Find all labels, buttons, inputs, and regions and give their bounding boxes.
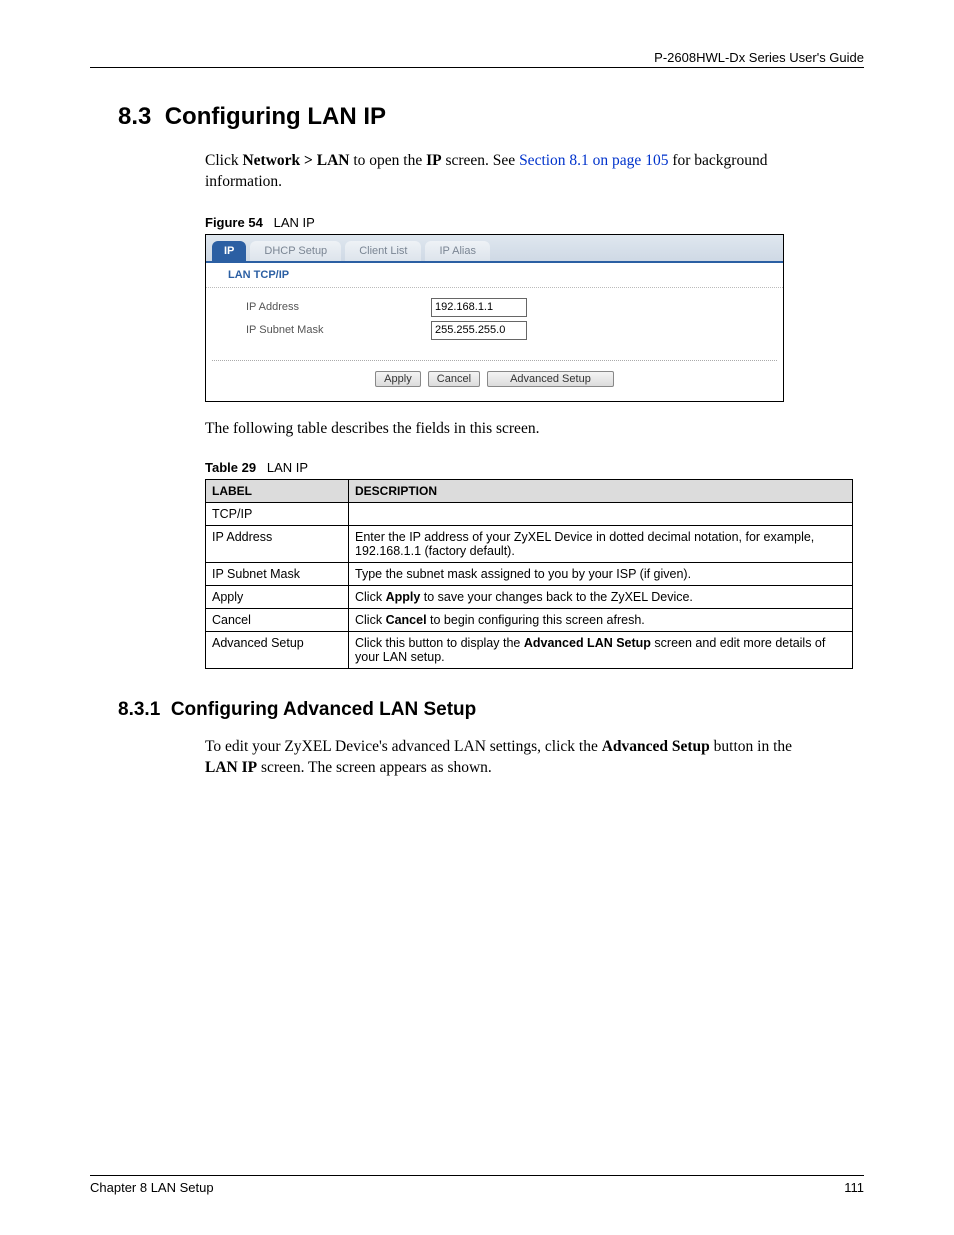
tab-panel: LAN TCP/IP IP Address IP Subnet Mask App… [206, 261, 783, 401]
crossref-link[interactable]: Section 8.1 on page 105 [519, 152, 668, 169]
subsection-number: 8.3.1 [118, 699, 160, 720]
figure-caption-text: LAN IP [274, 215, 315, 230]
table-row: Cancel Click Cancel to begin configuring… [206, 608, 853, 631]
section-number: 8.3 [118, 103, 151, 130]
figure-number: Figure 54 [205, 215, 263, 230]
figure-caption: Figure 54 LAN IP [205, 215, 864, 230]
table-row: TCP/IP [206, 502, 853, 525]
footer-page-number: 111 [844, 1180, 864, 1195]
tab-dhcp-setup[interactable]: DHCP Setup [250, 241, 341, 261]
section-title: Configuring LAN IP [165, 103, 386, 130]
table-row: Advanced Setup Click this button to disp… [206, 631, 853, 668]
tab-ip-alias[interactable]: IP Alias [425, 241, 490, 261]
form-row-subnet: IP Subnet Mask [246, 321, 767, 340]
section-heading: 8.3 Configuring LAN IP [118, 103, 864, 131]
apply-button[interactable]: Apply [375, 371, 421, 387]
table-caption: Table 29 LAN IP [205, 460, 864, 475]
body-text: button in the [710, 738, 792, 755]
lan-ip-screenshot: IP DHCP Setup Client List IP Alias LAN T… [205, 234, 784, 402]
table-cell-label: Advanced Setup [206, 631, 349, 668]
form-row-ip-address: IP Address [246, 298, 767, 317]
intro-text: screen. See [442, 152, 519, 169]
table-row: IP Subnet Mask Type the subnet mask assi… [206, 562, 853, 585]
table-cell-desc: Click Apply to save your changes back to… [349, 585, 853, 608]
table-cell-label: IP Subnet Mask [206, 562, 349, 585]
button-bar: Apply Cancel Advanced Setup [212, 360, 777, 401]
body-text: To edit your ZyXEL Device's advanced LAN… [205, 738, 602, 755]
subnet-label: IP Subnet Mask [246, 324, 431, 336]
tab-client-list[interactable]: Client List [345, 241, 421, 261]
subsection-heading: 8.3.1 Configuring Advanced LAN Setup [118, 699, 864, 721]
table-header-label: LABEL [206, 479, 349, 502]
table-cell-desc: Type the subnet mask assigned to you by … [349, 562, 853, 585]
reference-table: LABEL DESCRIPTION TCP/IP IP Address Ente… [205, 479, 853, 669]
page-footer: Chapter 8 LAN Setup 111 [90, 1175, 864, 1195]
cancel-button[interactable]: Cancel [428, 371, 480, 387]
table-number: Table 29 [205, 460, 256, 475]
subnet-input[interactable] [431, 321, 527, 340]
ip-address-label: IP Address [246, 301, 431, 313]
section-intro: Click Network > LAN to open the IP scree… [205, 151, 824, 193]
table-intro-text: The following table describes the fields… [205, 420, 864, 438]
table-cell-desc [349, 502, 853, 525]
intro-text: to open the [349, 152, 426, 169]
table-cell-desc: Enter the IP address of your ZyXEL Devic… [349, 525, 853, 562]
intro-text: Click [205, 152, 242, 169]
table-cell-label: Apply [206, 585, 349, 608]
body-bold: Advanced Setup [602, 738, 710, 755]
table-caption-text: LAN IP [267, 460, 308, 475]
group-heading: LAN TCP/IP [206, 263, 783, 288]
table-header-row: LABEL DESCRIPTION [206, 479, 853, 502]
table-cell-label: TCP/IP [206, 502, 349, 525]
body-text: screen. The screen appears as shown. [257, 759, 492, 776]
body-bold: LAN IP [205, 759, 257, 776]
table-header-description: DESCRIPTION [349, 479, 853, 502]
header-guide-title: P-2608HWL-Dx Series User's Guide [90, 50, 864, 68]
subsection-title: Configuring Advanced LAN Setup [171, 699, 476, 720]
intro-nav-bold: Network > LAN [242, 152, 349, 169]
tab-ip[interactable]: IP [212, 241, 246, 261]
tab-bar: IP DHCP Setup Client List IP Alias [206, 235, 783, 261]
form-area: IP Address IP Subnet Mask [206, 288, 783, 348]
ip-address-input[interactable] [431, 298, 527, 317]
table-cell-desc: Click Cancel to begin configuring this s… [349, 608, 853, 631]
subsection-body: To edit your ZyXEL Device's advanced LAN… [205, 737, 824, 779]
footer-chapter: Chapter 8 LAN Setup [90, 1180, 214, 1195]
table-cell-label: Cancel [206, 608, 349, 631]
table-row: IP Address Enter the IP address of your … [206, 525, 853, 562]
intro-ip-bold: IP [426, 152, 442, 169]
table-row: Apply Click Apply to save your changes b… [206, 585, 853, 608]
table-cell-desc: Click this button to display the Advance… [349, 631, 853, 668]
advanced-setup-button[interactable]: Advanced Setup [487, 371, 614, 387]
table-cell-label: IP Address [206, 525, 349, 562]
